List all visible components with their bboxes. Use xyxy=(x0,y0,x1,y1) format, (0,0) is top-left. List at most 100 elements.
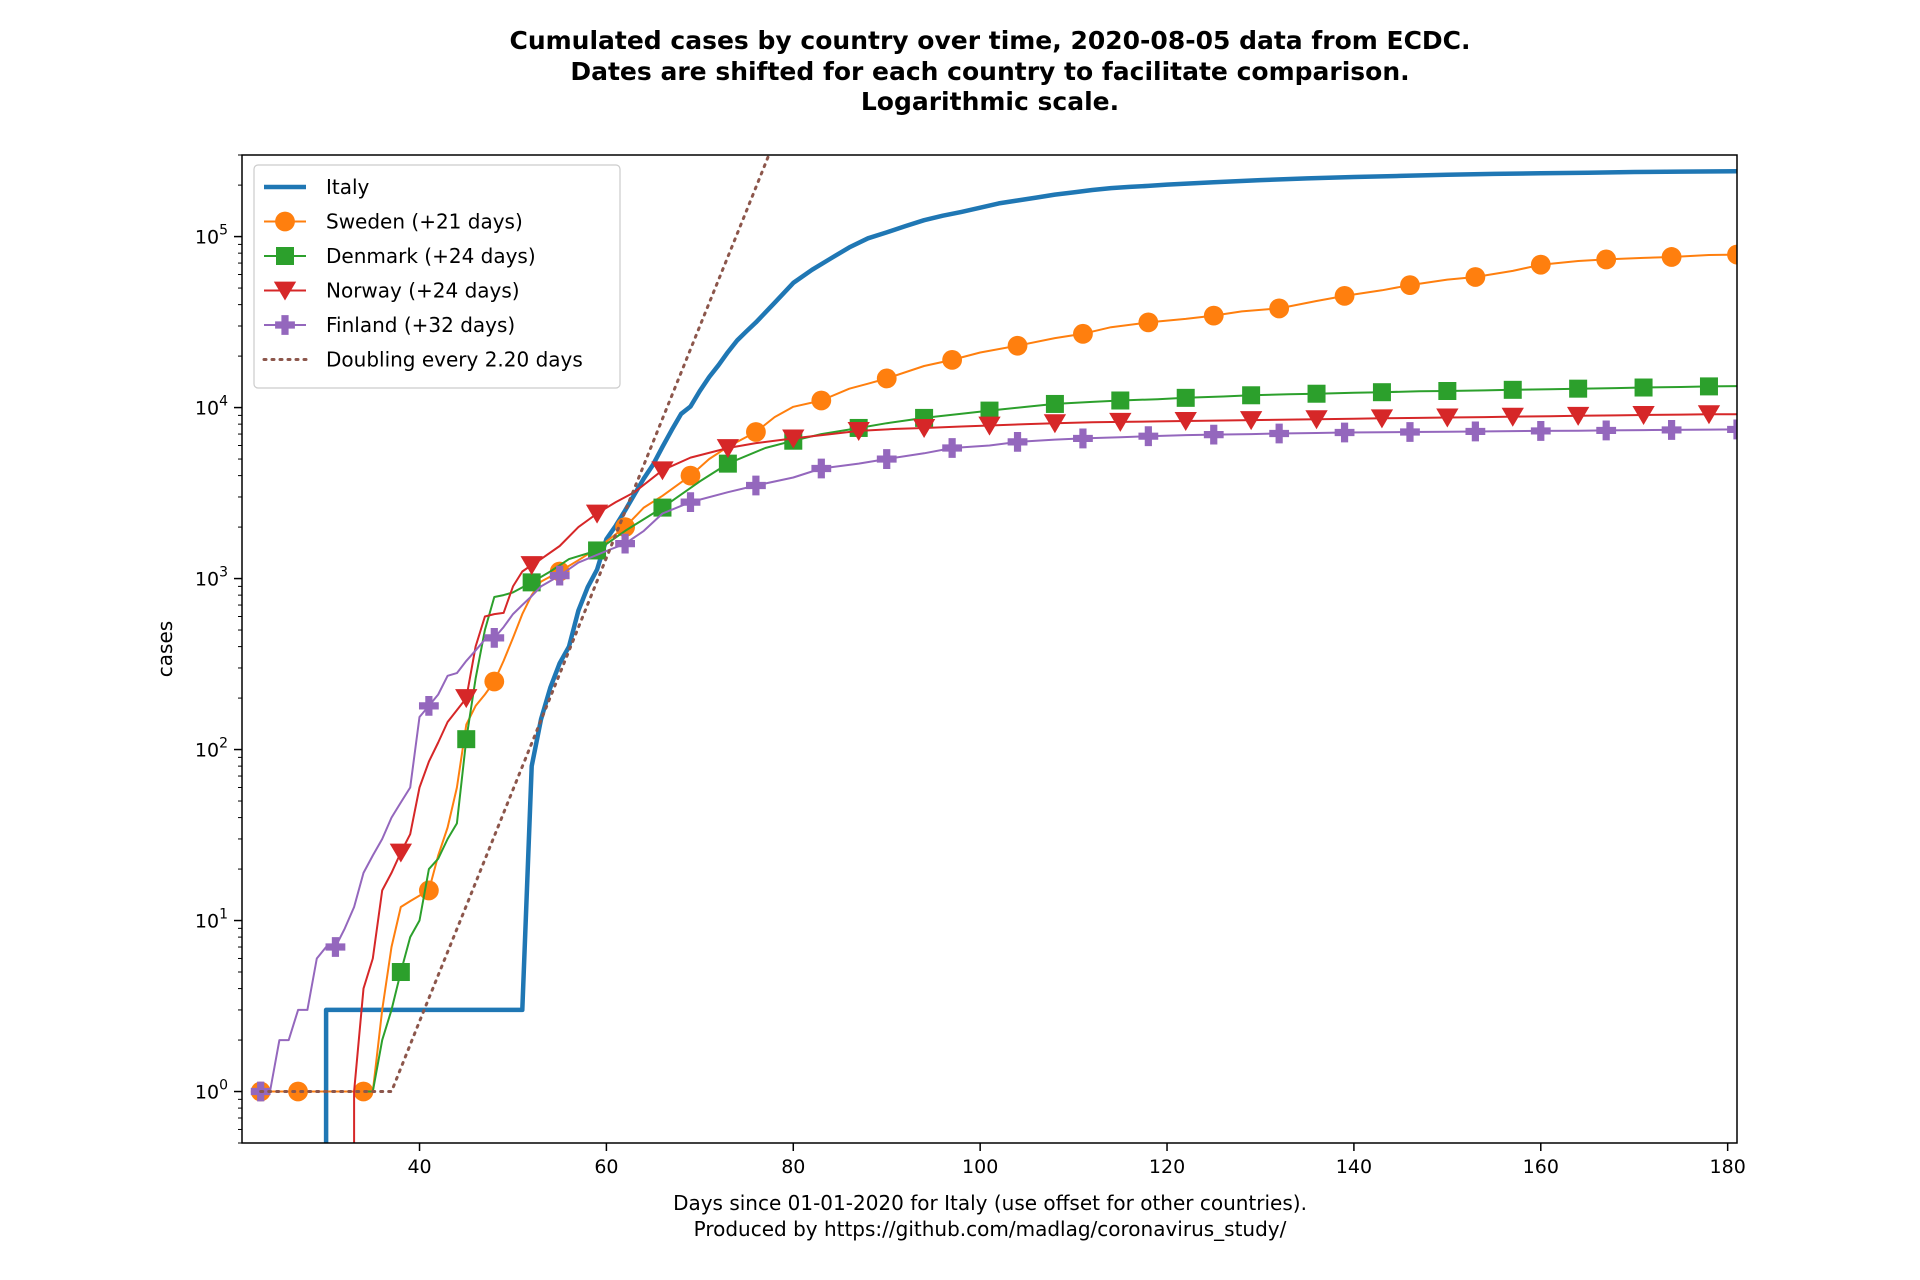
series-1-point-22 xyxy=(1661,247,1682,267)
series-line-1 xyxy=(260,253,1737,1093)
series-3-point-18 xyxy=(1566,406,1590,426)
series-4-point-22 xyxy=(1727,419,1737,440)
series-1-point-10 xyxy=(876,368,897,389)
series-3-point-13 xyxy=(1239,411,1263,431)
legend-marker-2 xyxy=(276,247,294,265)
series-4-point-19 xyxy=(1530,421,1551,441)
series-4-point-3 xyxy=(484,627,505,648)
series-3-point-4 xyxy=(651,461,674,481)
y-tick-label-4: 104 xyxy=(195,394,228,420)
series-3 xyxy=(353,405,1737,1143)
series-2-point-0 xyxy=(391,963,410,982)
series-2-point-14 xyxy=(1307,384,1326,403)
series-3-point-7 xyxy=(847,422,870,441)
legend-label-2: Denmark (+24 days) xyxy=(326,244,536,268)
legend-marker-4 xyxy=(275,315,295,335)
series-1-point-20 xyxy=(1530,254,1551,275)
series-3-point-10 xyxy=(1043,414,1067,434)
series-2-point-9 xyxy=(980,401,999,420)
series-1-point-8 xyxy=(746,422,766,442)
series-2-point-2 xyxy=(522,573,541,592)
series-1-point-15 xyxy=(1203,305,1224,326)
series-3-point-14 xyxy=(1305,410,1328,430)
series-3-point-0 xyxy=(389,843,413,863)
series-4-point-15 xyxy=(1269,423,1290,444)
series-2-point-15 xyxy=(1372,383,1391,402)
legend: Italy Sweden (+21 days) Denmark (+24 days)… xyxy=(253,164,621,389)
series-4-point-10 xyxy=(942,438,963,458)
y-tick-label-3: 103 xyxy=(195,565,228,591)
series-3-point-17 xyxy=(1501,407,1524,427)
series-1-point-18 xyxy=(1400,275,1420,296)
legend-label-5: Doubling every 2.20 days xyxy=(326,348,583,372)
legend-entry-5: Doubling every 2.20 days xyxy=(262,348,583,372)
series-1-point-4 xyxy=(484,671,505,692)
series-1-point-1 xyxy=(288,1081,308,1102)
x-axis-label-line-2: Produced by https://github.com/madlag/co… xyxy=(694,1217,1287,1241)
series-4 xyxy=(250,419,1737,1102)
legend-marker-3 xyxy=(273,281,297,301)
y-tick-label-2: 102 xyxy=(195,736,228,762)
series-4-point-11 xyxy=(1007,431,1028,452)
chart-title-line-3: Logarithmic scale. xyxy=(861,87,1119,116)
series-2 xyxy=(363,377,1737,1093)
series-2-point-13 xyxy=(1242,386,1261,405)
y-tick-label-1: 101 xyxy=(195,907,228,933)
x-tick-label-5: 140 xyxy=(1336,1156,1372,1178)
series-line-5 xyxy=(259,155,771,1093)
series-3-point-9 xyxy=(978,416,1001,436)
series-1-point-21 xyxy=(1596,249,1617,270)
series-3-point-1 xyxy=(455,689,478,709)
series-2-point-16 xyxy=(1438,382,1457,401)
legend-entry-0: Italy xyxy=(264,175,370,199)
legend-label-1: Sweden (+21 days) xyxy=(326,210,523,234)
series-4-point-20 xyxy=(1596,420,1617,441)
series-4-point-14 xyxy=(1203,424,1224,445)
series-1-point-14 xyxy=(1138,312,1159,333)
series-2-point-10 xyxy=(1045,394,1064,413)
series-1-point-7 xyxy=(680,465,701,486)
y-axis-label: cases xyxy=(153,621,177,677)
series-4-point-12 xyxy=(1073,428,1093,449)
series-2-point-12 xyxy=(1176,388,1195,407)
series-2-point-20 xyxy=(1699,377,1718,396)
series-4-point-21 xyxy=(1661,420,1682,440)
series-line-3 xyxy=(353,413,1737,1143)
series-2-point-19 xyxy=(1634,378,1653,397)
series-1-point-13 xyxy=(1073,323,1093,344)
x-tick-label-7: 180 xyxy=(1710,1156,1746,1178)
series-line-0 xyxy=(323,169,1737,1143)
legend-label-3: Norway (+24 days) xyxy=(326,279,520,303)
series-1-point-19 xyxy=(1465,267,1486,287)
x-tick-label-6: 160 xyxy=(1523,1156,1559,1178)
x-tick-label-0: 40 xyxy=(407,1156,431,1178)
series-3-point-12 xyxy=(1174,412,1197,432)
series-3-point-11 xyxy=(1109,412,1132,432)
legend-entry-3: Norway (+24 days) xyxy=(264,279,520,303)
legend-box xyxy=(253,164,621,389)
series-3-point-16 xyxy=(1436,408,1459,428)
series-1-point-9 xyxy=(811,390,832,411)
y-axis: 100 101 102 103 104 105 xyxy=(195,154,242,1144)
series-2-point-5 xyxy=(718,454,737,473)
series-3-point-2 xyxy=(520,556,543,576)
x-tick-label-1: 60 xyxy=(594,1156,618,1178)
series-line-4 xyxy=(260,428,1737,1093)
series-1-point-16 xyxy=(1269,298,1290,319)
series-4-point-8 xyxy=(811,458,832,479)
series-line-2 xyxy=(363,385,1737,1093)
x-tick-label-4: 120 xyxy=(1149,1156,1185,1178)
series-3-point-6 xyxy=(782,429,805,449)
series-2-point-18 xyxy=(1569,379,1588,398)
series-1-point-17 xyxy=(1334,285,1355,306)
x-tick-label-3: 100 xyxy=(962,1156,998,1178)
series-4-point-1 xyxy=(325,937,346,957)
series-3-point-5 xyxy=(716,439,740,459)
series-4-point-16 xyxy=(1334,422,1355,443)
chart-title: Cumulated cases by country over time, 20… xyxy=(509,26,1470,116)
legend-entry-4: Finland (+32 days) xyxy=(264,313,515,337)
series-4-point-2 xyxy=(418,696,439,716)
series-4-point-13 xyxy=(1138,426,1159,447)
x-axis-label-line-1: Days since 01-01-2020 for Italy (use off… xyxy=(673,1191,1307,1215)
